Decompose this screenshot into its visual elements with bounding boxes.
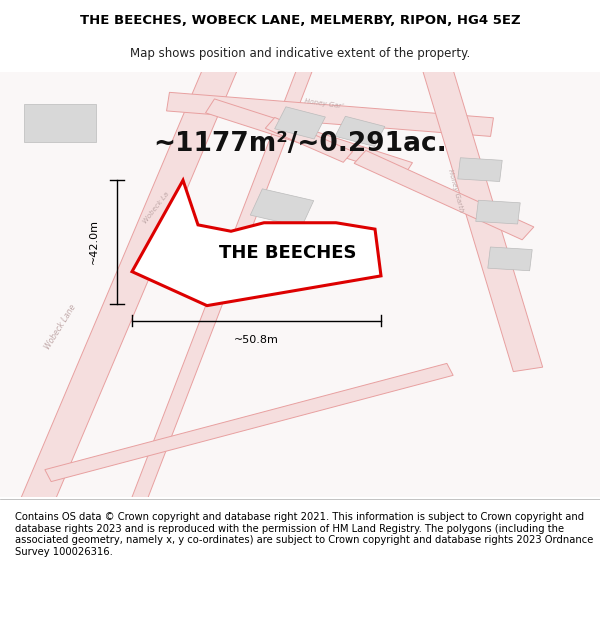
Polygon shape bbox=[476, 200, 520, 224]
Text: ~50.8m: ~50.8m bbox=[234, 334, 279, 344]
Polygon shape bbox=[265, 118, 353, 162]
Text: Wobeck La: Wobeck La bbox=[142, 191, 170, 225]
Polygon shape bbox=[206, 99, 412, 177]
Polygon shape bbox=[275, 107, 325, 139]
Text: ~42.0m: ~42.0m bbox=[89, 219, 99, 264]
Polygon shape bbox=[335, 116, 385, 146]
Polygon shape bbox=[418, 48, 542, 372]
Text: Contains OS data © Crown copyright and database right 2021. This information is : Contains OS data © Crown copyright and d… bbox=[15, 512, 593, 557]
Polygon shape bbox=[488, 247, 532, 271]
Text: ~1177m²/~0.291ac.: ~1177m²/~0.291ac. bbox=[153, 131, 447, 157]
Polygon shape bbox=[45, 363, 453, 482]
Text: Wobeck Lane: Wobeck Lane bbox=[43, 302, 77, 351]
Text: Honey Gar’: Honey Gar’ bbox=[304, 98, 344, 109]
Polygon shape bbox=[458, 158, 502, 181]
Polygon shape bbox=[250, 189, 314, 227]
Text: Map shows position and indicative extent of the property.: Map shows position and indicative extent… bbox=[130, 48, 470, 61]
Polygon shape bbox=[167, 92, 493, 136]
Polygon shape bbox=[208, 240, 272, 278]
Text: THE BEECHES: THE BEECHES bbox=[219, 244, 357, 261]
Text: THE BEECHES, WOBECK LANE, MELMERBY, RIPON, HG4 5EZ: THE BEECHES, WOBECK LANE, MELMERBY, RIPO… bbox=[80, 14, 520, 27]
Polygon shape bbox=[14, 48, 244, 521]
Polygon shape bbox=[132, 180, 381, 306]
Polygon shape bbox=[24, 104, 96, 142]
Polygon shape bbox=[124, 49, 320, 519]
Polygon shape bbox=[354, 151, 534, 240]
Text: Honey Garth: Honey Garth bbox=[448, 169, 464, 213]
